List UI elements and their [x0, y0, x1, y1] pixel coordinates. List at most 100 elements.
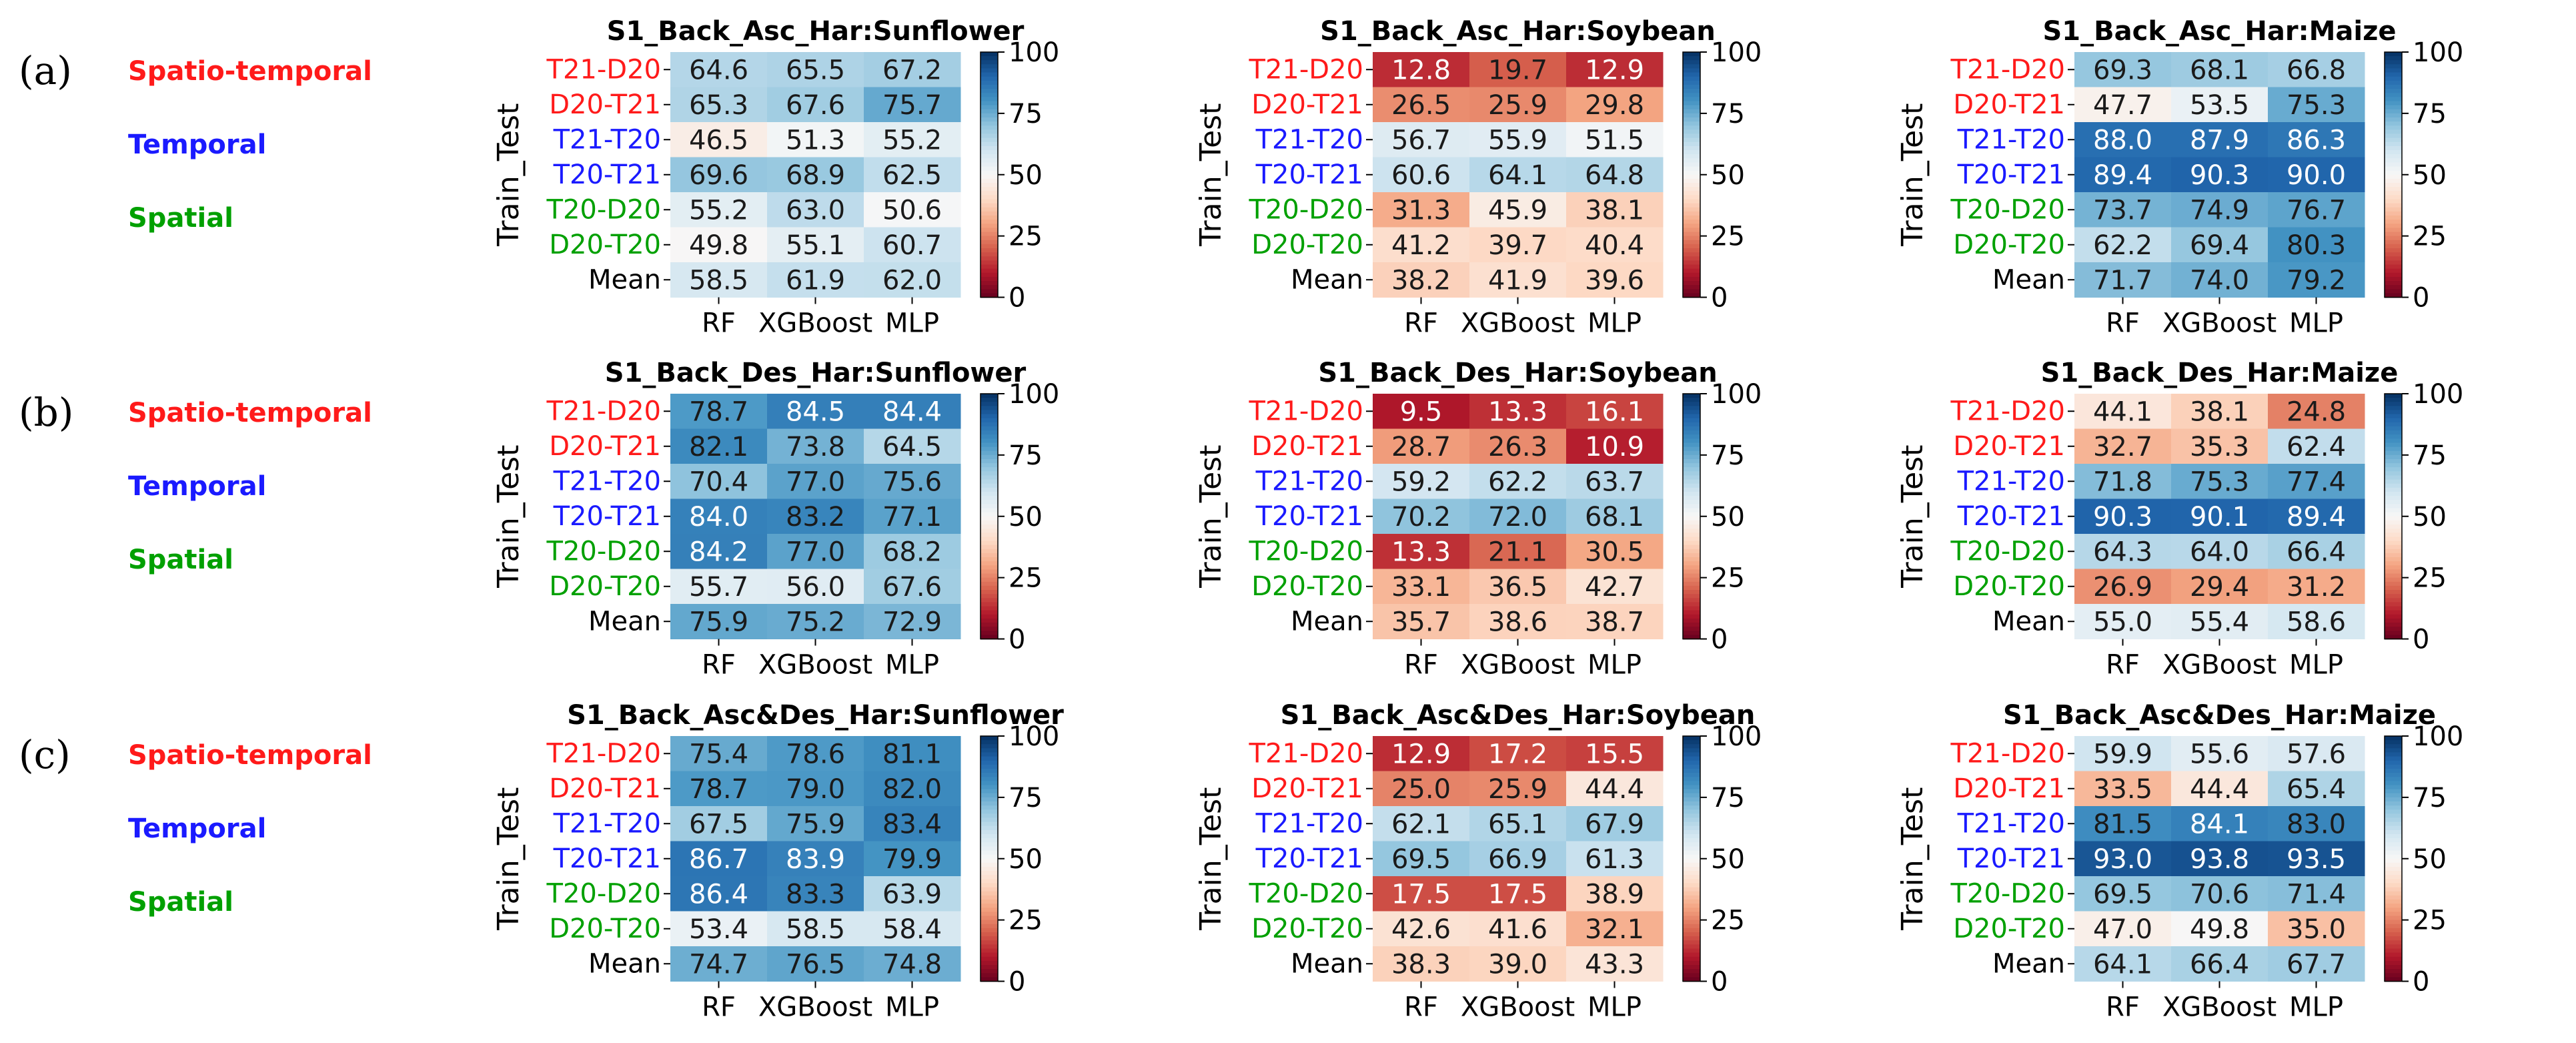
- colorbar-segment: [1683, 760, 1700, 765]
- colorbar-segment: [1683, 585, 1700, 591]
- panel-title: S1_Back_Des_Har:Maize: [2041, 358, 2399, 388]
- cell-value: 55.9: [1488, 125, 1547, 155]
- colorbar-segment: [2385, 744, 2402, 749]
- colorbar-segment: [1683, 162, 1700, 167]
- colorbar-segment: [981, 594, 998, 599]
- colorbar-tick-label: 25: [2413, 222, 2447, 252]
- colorbar-segment: [2385, 520, 2402, 525]
- colorbar-segment: [1683, 56, 1700, 61]
- colorbar-segment: [981, 805, 998, 811]
- heatmap-cell: [2074, 604, 2172, 639]
- colorbar-segment: [2385, 394, 2402, 398]
- colorbar-segment: [2385, 93, 2402, 98]
- heatmap-cell: [670, 946, 768, 982]
- heatmap-cell: [767, 227, 864, 263]
- cell-value: 75.3: [2190, 466, 2249, 497]
- colorbar-segment: [2385, 129, 2402, 135]
- colorbar-segment: [2385, 565, 2402, 571]
- cell-value: 79.9: [882, 844, 942, 875]
- cell-value: 42.6: [1391, 914, 1451, 945]
- cell-value: 53.4: [689, 914, 748, 945]
- cell-value: 67.2: [882, 55, 942, 85]
- colorbar-segment: [981, 781, 998, 786]
- heatmap-cell: [1566, 604, 1664, 639]
- cell-value: 43.3: [1585, 949, 1644, 980]
- colorbar-segment: [2385, 471, 2402, 476]
- y-tick-label: D20-T20: [549, 914, 661, 944]
- heatmap-cell: [2074, 946, 2172, 982]
- colorbar-segment: [981, 224, 998, 229]
- colorbar-segment: [981, 240, 998, 245]
- colorbar-segment: [1683, 105, 1700, 110]
- colorbar-segment: [981, 492, 998, 496]
- colorbar-segment: [1683, 525, 1700, 529]
- colorbar-tick-label: 50: [2413, 502, 2447, 533]
- colorbar-segment: [2385, 573, 2402, 579]
- colorbar-segment: [1683, 744, 1700, 749]
- heatmap-cell: [1373, 192, 1470, 228]
- colorbar-segment: [2385, 846, 2402, 851]
- colorbar-segment: [981, 948, 998, 954]
- cell-value: 90.1: [2190, 502, 2249, 533]
- cell-value: 17.5: [1488, 879, 1547, 910]
- y-tick-label: Mean: [1992, 264, 2065, 295]
- cell-value: 78.7: [689, 396, 748, 427]
- x-tick-label: XGBoost: [1461, 650, 1575, 681]
- colorbar-segment: [981, 908, 998, 913]
- colorbar-tick-label: 100: [1711, 37, 1762, 68]
- colorbar-segment: [1683, 64, 1700, 69]
- colorbar-segment: [1683, 137, 1700, 143]
- x-tick-label: XGBoost: [2162, 308, 2277, 339]
- heatmap-cell: [2171, 464, 2269, 499]
- colorbar-segment: [1683, 199, 1700, 204]
- panel-title: S1_Back_Asc_Har:Soybean: [1320, 16, 1716, 47]
- y-tick-label: T21-T20: [553, 124, 661, 155]
- cell-value: 77.0: [786, 537, 845, 567]
- colorbar-segment: [1683, 581, 1700, 587]
- colorbar-segment: [2385, 105, 2402, 110]
- y-tick-label: T21-D20: [546, 396, 661, 426]
- cell-value: 55.1: [786, 230, 845, 261]
- cell-value: 84.2: [689, 537, 748, 567]
- colorbar-tick-label: 50: [1711, 844, 1745, 875]
- heatmap-cell: [767, 946, 864, 982]
- heatmap-cell: [670, 122, 768, 157]
- colorbar-segment: [2385, 195, 2402, 200]
- colorbar-tick-label: 25: [2413, 906, 2447, 936]
- colorbar-segment: [981, 557, 998, 562]
- colorbar-segment: [1683, 924, 1700, 929]
- colorbar-segment: [1683, 529, 1700, 534]
- colorbar-segment: [2385, 52, 2402, 57]
- heatmap-cell: [2268, 604, 2365, 639]
- colorbar-segment: [981, 191, 998, 196]
- colorbar-segment: [2385, 537, 2402, 542]
- colorbar-segment: [2385, 467, 2402, 472]
- heatmap-cell: [2171, 157, 2269, 193]
- colorbar-segment: [1683, 220, 1700, 225]
- colorbar-segment: [981, 569, 998, 575]
- colorbar-tick-label: 50: [2413, 160, 2447, 191]
- heatmap-cell: [1469, 841, 1567, 877]
- cell-value: 38.3: [1391, 949, 1451, 980]
- colorbar-segment: [2385, 504, 2402, 509]
- colorbar-segment: [2385, 912, 2402, 917]
- colorbar-segment: [2385, 789, 2402, 794]
- cell-value: 39.0: [1488, 949, 1547, 980]
- heatmap-cell: [670, 87, 768, 123]
- x-tick-label: RF: [2106, 308, 2140, 339]
- colorbar-segment: [1683, 487, 1700, 492]
- colorbar-segment: [1683, 887, 1700, 892]
- colorbar-segment: [2385, 293, 2402, 298]
- cell-value: 69.4: [2190, 230, 2249, 261]
- cell-value: 73.7: [2093, 195, 2152, 226]
- colorbar-segment: [1683, 154, 1700, 159]
- colorbar-segment: [2385, 813, 2402, 819]
- colorbar-segment: [981, 203, 998, 208]
- colorbar-segment: [2385, 232, 2402, 237]
- heatmap-cell: [767, 911, 864, 947]
- colorbar-segment: [1683, 952, 1700, 958]
- x-tick-label: MLP: [2289, 992, 2343, 1023]
- heatmap-cell: [2171, 394, 2269, 429]
- colorbar-segment: [2385, 97, 2402, 102]
- y-tick-label: T21-T20: [553, 466, 661, 496]
